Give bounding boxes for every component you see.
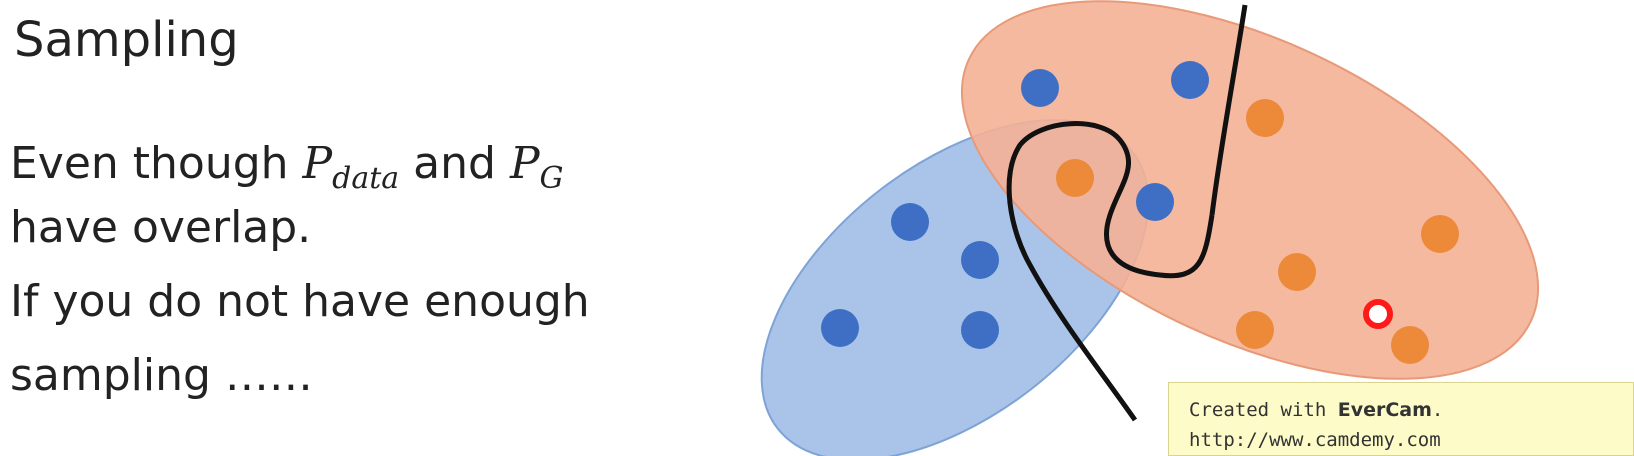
text: and [399,138,510,189]
url: http://www.camdemy.com [1189,429,1441,451]
bullet-line: If you do not have enough [10,276,590,327]
watermark: Created with EverCam. http://www.camdemy… [1168,382,1634,456]
brand: EverCam [1337,399,1432,421]
math-var: P [509,138,540,189]
text: . [1431,399,1444,421]
bullet-line: have overlap. [10,202,312,253]
math-sub: data [332,161,400,196]
orange-region [960,0,1540,380]
boundary-curve [1006,121,1215,422]
bullet-line: sampling …… [10,350,313,401]
orange-points [1056,99,1459,364]
slide-title: Sampling [14,12,239,68]
boundary-line [1209,4,1248,216]
text: Created with [1189,399,1338,421]
bullet-line: Even though Pdata and PG [10,138,564,196]
math-sub: G [539,161,564,196]
cursor-marker [1363,299,1393,329]
blue-points [821,61,1209,349]
text: Even though [10,138,303,189]
math-var: P [302,138,333,189]
